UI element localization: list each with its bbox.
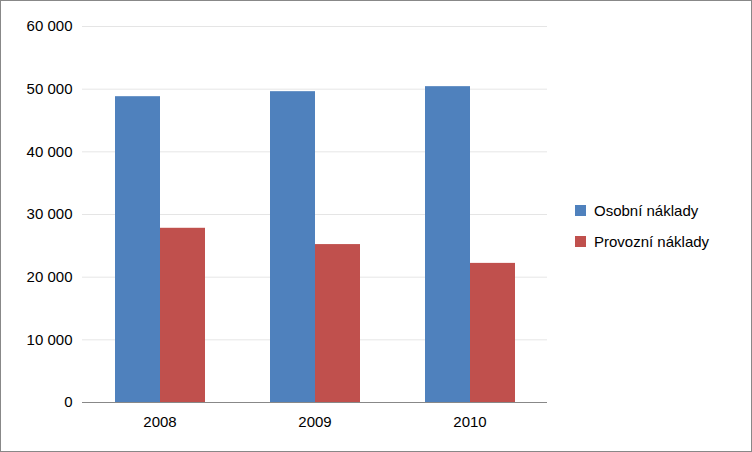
svg-text:60 000: 60 000: [27, 17, 73, 34]
html-text:Osobní náklady: Osobní náklady: [594, 202, 699, 219]
svg-text:50 000: 50 000: [27, 80, 73, 97]
svg-text:30 000: 30 000: [27, 205, 73, 222]
svg-text:10 000: 10 000: [27, 331, 73, 348]
html-text:Provozní náklady: Provozní náklady: [594, 233, 710, 250]
svg-text:2010: 2010: [453, 413, 486, 430]
svg-text:40 000: 40 000: [27, 143, 73, 160]
svg-text:0: 0: [64, 393, 72, 410]
svg-text:2008: 2008: [143, 413, 176, 430]
svg-text:2009: 2009: [298, 413, 331, 430]
svg-text:20 000: 20 000: [27, 268, 73, 285]
